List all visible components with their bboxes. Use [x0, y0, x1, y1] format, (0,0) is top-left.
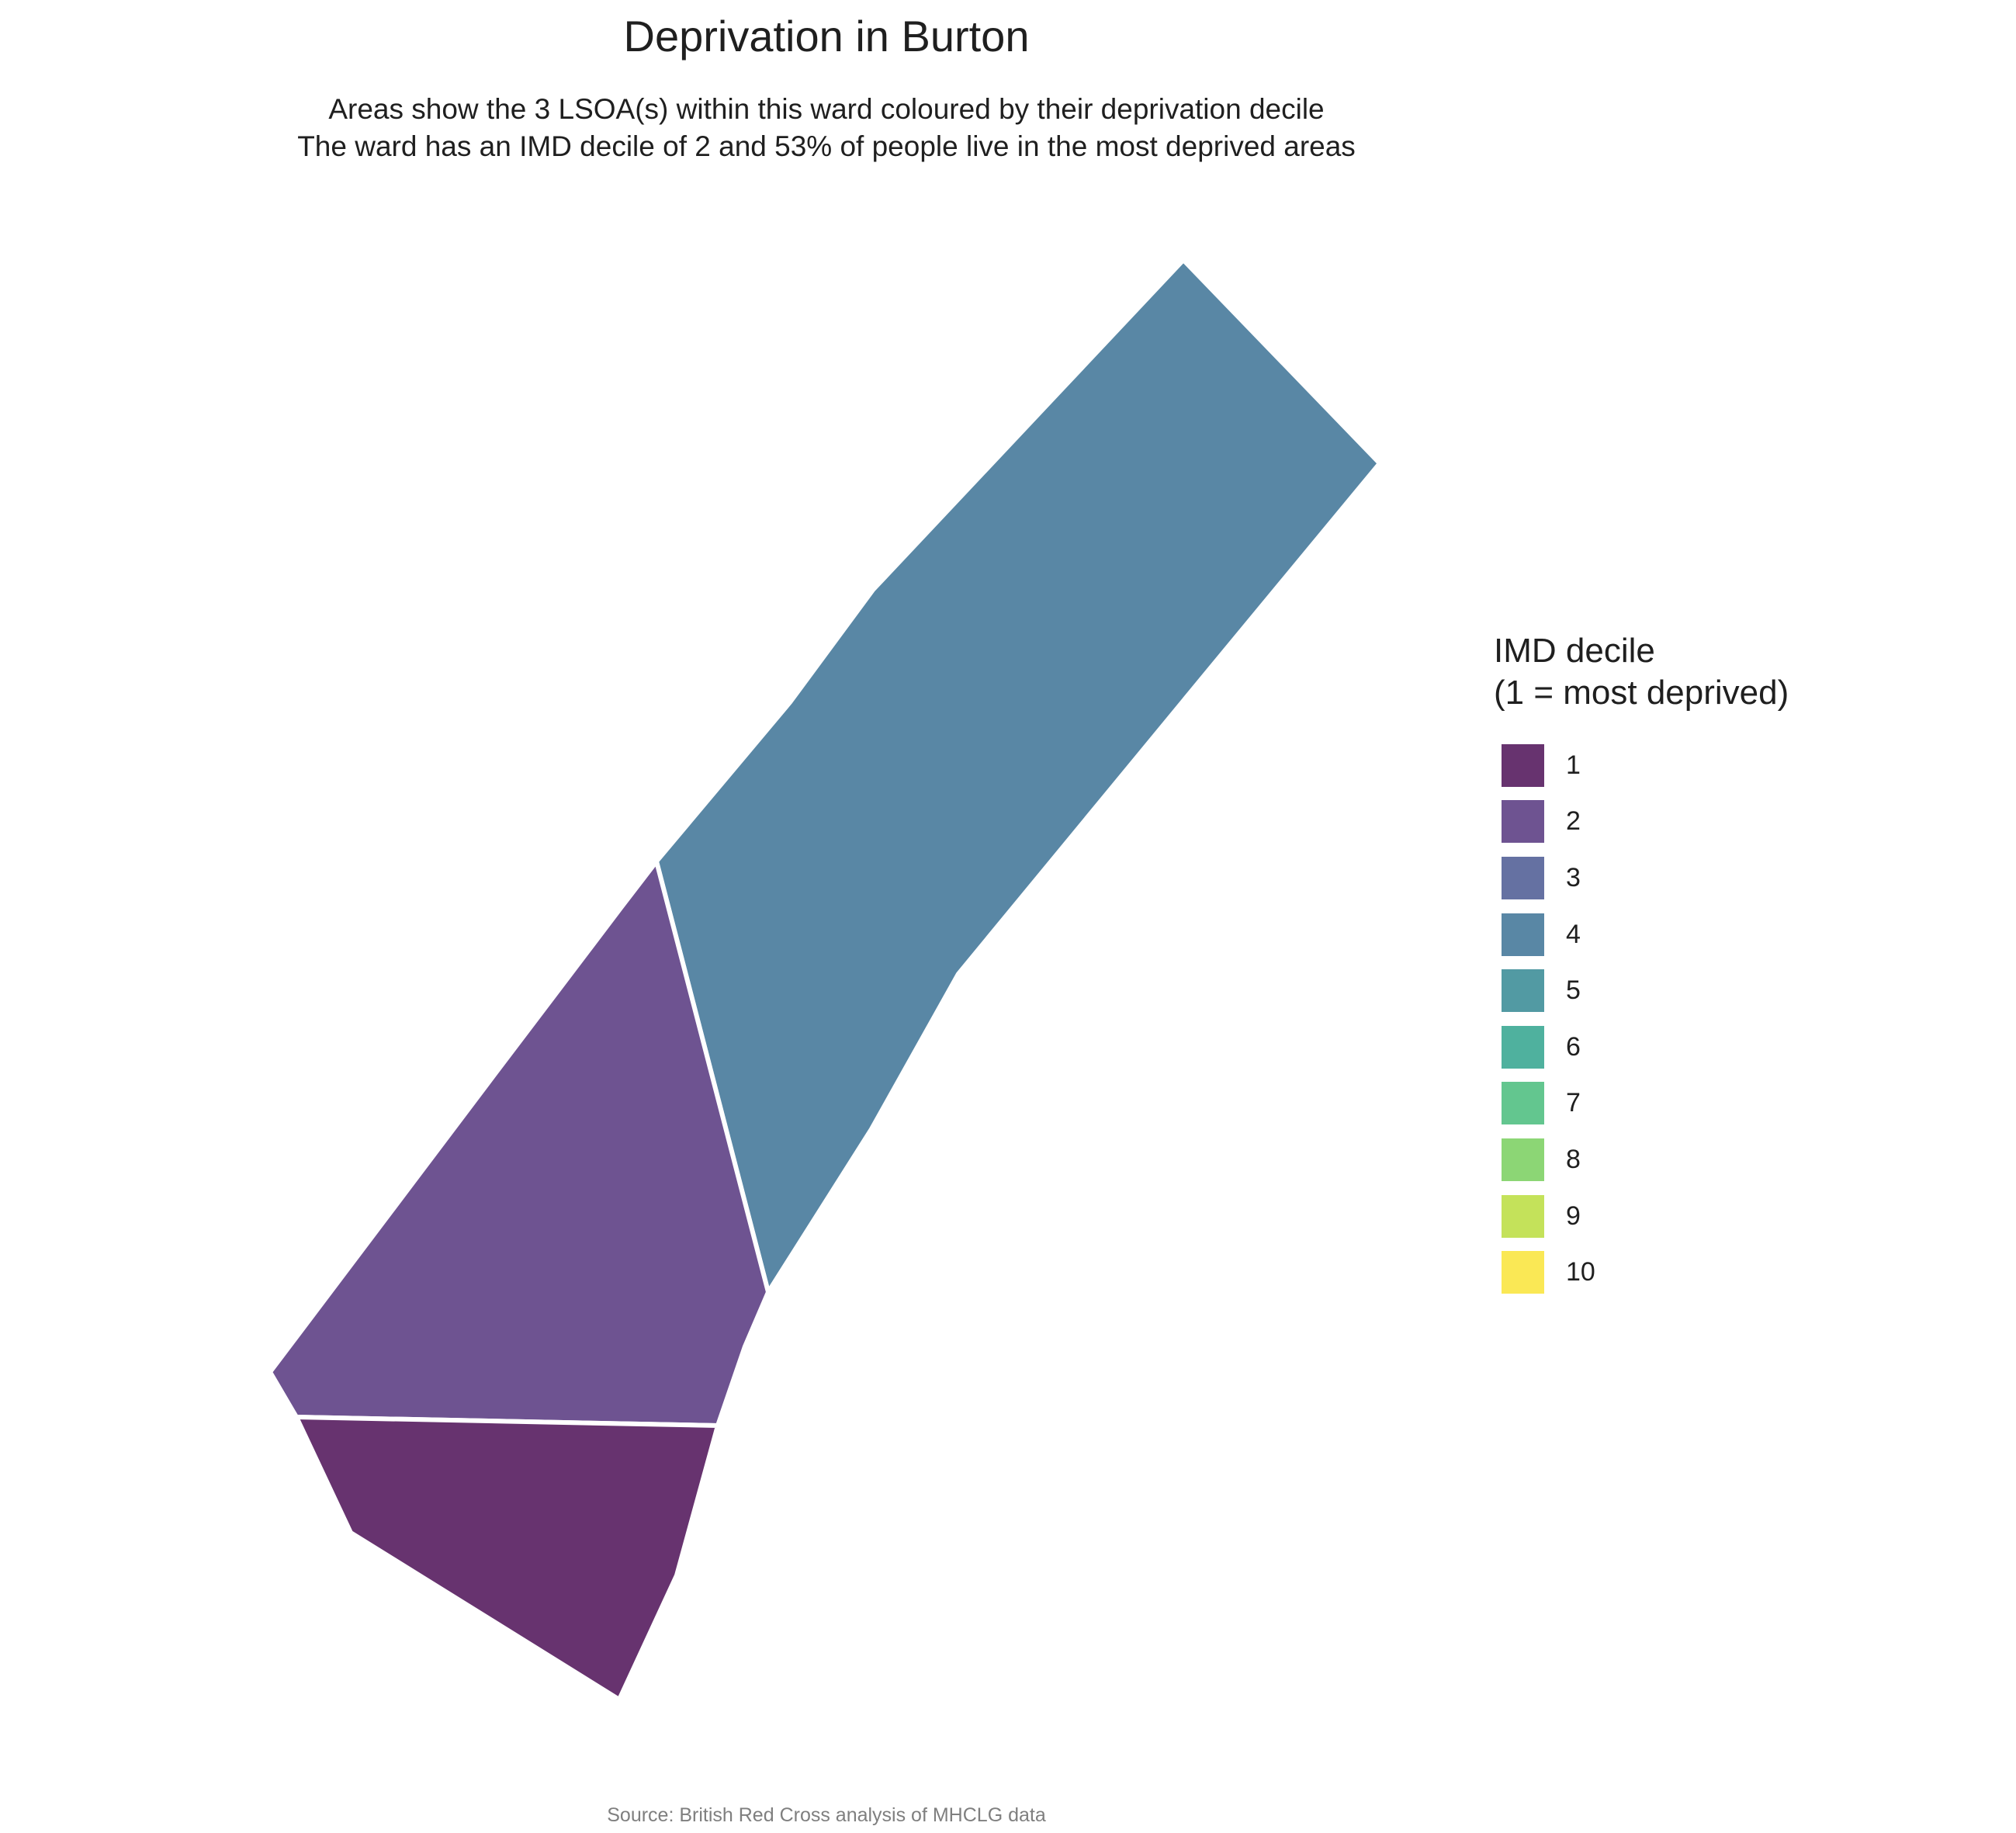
legend-item: 1: [1494, 737, 1789, 794]
map-title: Deprivation in Burton: [623, 12, 1030, 61]
legend-swatch: [1502, 913, 1544, 956]
legend-title-line1: IMD decile: [1494, 632, 1655, 670]
legend-item: 8: [1494, 1131, 1789, 1188]
legend-item: 5: [1494, 962, 1789, 1019]
legend-swatch: [1502, 1025, 1544, 1069]
legend-item: 4: [1494, 906, 1789, 963]
legend-label: 1: [1566, 750, 1581, 780]
legend-label: 8: [1566, 1144, 1581, 1174]
lsoa-area-decile-4: [654, 258, 1382, 1294]
legend-item: 6: [1494, 1019, 1789, 1076]
legend-label: 9: [1566, 1201, 1581, 1231]
legend-swatch: [1502, 1194, 1544, 1238]
legend-label: 5: [1566, 975, 1581, 1006]
source-caption: Source: British Red Cross analysis of MH…: [607, 1804, 1046, 1826]
legend-item: 3: [1494, 850, 1789, 906]
legend-swatch: [1502, 969, 1544, 1013]
legend-item: 10: [1494, 1244, 1789, 1301]
legend-item: 7: [1494, 1076, 1789, 1132]
legend-swatch: [1502, 743, 1544, 787]
legend-title-line2: (1 = most deprived): [1494, 674, 1789, 712]
legend-swatch: [1502, 1138, 1544, 1181]
legend-item: 9: [1494, 1188, 1789, 1245]
legend-swatch: [1502, 800, 1544, 844]
legend-label: 2: [1566, 806, 1581, 837]
legend-title: IMD decile (1 = most deprived): [1494, 630, 1789, 714]
lsoa-area-decile-1: [294, 1415, 720, 1702]
legend: IMD decile (1 = most deprived) 1 2 3 4 5…: [1494, 630, 1789, 1301]
legend-swatch: [1502, 856, 1544, 899]
legend-swatch: [1502, 1082, 1544, 1125]
legend-label: 3: [1566, 862, 1581, 892]
legend-label: 4: [1566, 919, 1581, 949]
legend-label: 10: [1566, 1257, 1595, 1287]
legend-swatch: [1502, 1251, 1544, 1294]
legend-label: 6: [1566, 1031, 1581, 1062]
map-subtitle-line2: The ward has an IMD decile of 2 and 53% …: [297, 130, 1356, 162]
legend-label: 7: [1566, 1088, 1581, 1118]
legend-item: 2: [1494, 794, 1789, 851]
map-subtitle-line1: Areas show the 3 LSOA(s) within this war…: [328, 93, 1325, 125]
